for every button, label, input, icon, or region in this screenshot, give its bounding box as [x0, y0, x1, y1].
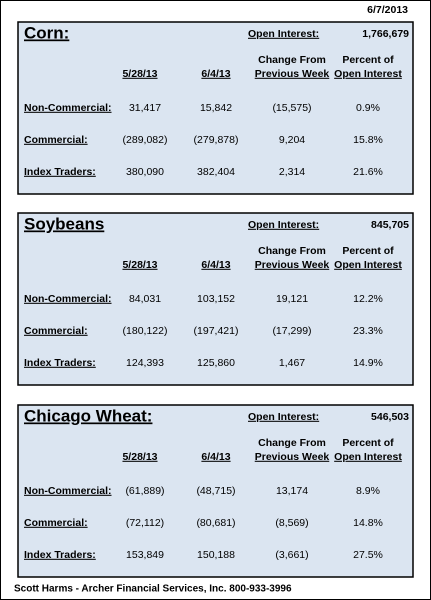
row-label: Index Traders:: [24, 166, 96, 178]
cell: 27.5%: [353, 549, 383, 561]
cell: 125,860: [197, 357, 235, 369]
panel: [17, 21, 414, 195]
column-header: 6/4/13: [201, 259, 230, 271]
cell: 0.9%: [356, 102, 380, 114]
date: 6/7/2013: [367, 4, 408, 16]
cell: (279,878): [194, 134, 239, 146]
row-label: Index Traders:: [24, 357, 96, 369]
cell: 12.2%: [353, 293, 383, 305]
column-header: Previous Week: [255, 451, 330, 463]
open-interest-label: Open Interest:: [248, 219, 319, 231]
open-interest-value: 546,503: [371, 411, 409, 423]
cell: (15,575): [272, 102, 311, 114]
footer: Scott Harms - Archer Financial Services,…: [14, 584, 292, 595]
cell: 19,121: [276, 293, 308, 305]
cell: 8.9%: [356, 485, 380, 497]
column-header: Previous Week: [255, 259, 330, 271]
open-interest-label: Open Interest:: [248, 411, 319, 423]
row-label: Non-Commercial:: [24, 102, 112, 114]
cell: 382,404: [197, 166, 235, 178]
column-header: Open Interest: [334, 259, 402, 271]
cell: (80,681): [196, 517, 235, 529]
cell: (180,122): [123, 325, 168, 337]
cell: 14.8%: [353, 517, 383, 529]
cell: 23.3%: [353, 325, 383, 337]
column-header: Change From: [258, 437, 326, 449]
cell: 9,204: [279, 134, 305, 146]
row-label: Index Traders:: [24, 549, 96, 561]
cell: 21.6%: [353, 166, 383, 178]
cell: 2,314: [279, 166, 305, 178]
panel-title: Corn:: [24, 23, 69, 42]
open-interest-label: Open Interest:: [248, 28, 319, 40]
column-header: Open Interest: [334, 68, 402, 80]
open-interest-value: 1,766,679: [362, 28, 409, 40]
cell: 15.8%: [353, 134, 383, 146]
cell: 14.9%: [353, 357, 383, 369]
column-header: Percent of: [342, 54, 394, 66]
cell: (61,889): [125, 485, 164, 497]
cell: 13,174: [276, 485, 308, 497]
cell: (3,661): [275, 549, 308, 561]
row-label: Commercial:: [24, 325, 88, 337]
cell: 84,031: [129, 293, 161, 305]
cell: 124,393: [126, 357, 164, 369]
row-label: Commercial:: [24, 134, 88, 146]
column-header: 5/28/13: [122, 451, 157, 463]
column-header: 5/28/13: [122, 68, 157, 80]
open-interest-value: 845,705: [371, 219, 409, 231]
column-header: Change From: [258, 245, 326, 257]
column-header: Percent of: [342, 437, 394, 449]
row-label: Non-Commercial:: [24, 485, 112, 497]
cell: (8,569): [275, 517, 308, 529]
row-label: Commercial:: [24, 517, 88, 529]
panel-title: Soybeans: [24, 214, 104, 233]
column-header: Previous Week: [255, 68, 330, 80]
cell: (289,082): [123, 134, 168, 146]
cell: (48,715): [196, 485, 235, 497]
column-header: 6/4/13: [201, 451, 230, 463]
cell: 380,090: [126, 166, 164, 178]
row-label: Non-Commercial:: [24, 293, 112, 305]
cell: 31,417: [129, 102, 161, 114]
cell: 1,467: [279, 357, 305, 369]
panel: [17, 212, 414, 386]
cell: 153,849: [126, 549, 164, 561]
column-header: 6/4/13: [201, 68, 230, 80]
column-header: Percent of: [342, 245, 394, 257]
panel-title: Chicago Wheat:: [24, 406, 152, 425]
panel: [17, 404, 414, 578]
column-header: Change From: [258, 54, 326, 66]
cell: (197,421): [194, 325, 239, 337]
cell: (17,299): [272, 325, 311, 337]
cell: (72,112): [126, 517, 164, 529]
column-header: Open Interest: [334, 451, 402, 463]
cell: 150,188: [197, 549, 235, 561]
cell: 15,842: [200, 102, 232, 114]
column-header: 5/28/13: [122, 259, 157, 271]
cell: 103,152: [197, 293, 235, 305]
